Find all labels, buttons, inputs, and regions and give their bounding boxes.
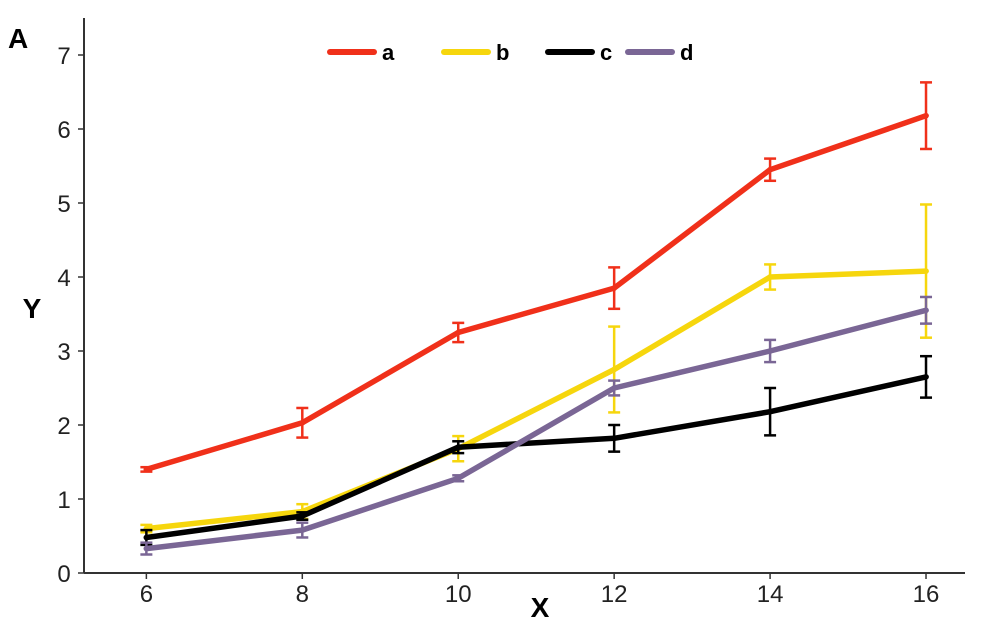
y-tick-label: 2 bbox=[57, 413, 70, 440]
y-axis-title: Y bbox=[23, 293, 42, 324]
data-point-d bbox=[767, 348, 773, 354]
x-tick-label: 8 bbox=[296, 581, 309, 608]
data-point-d bbox=[455, 475, 462, 482]
y-tick-label: 5 bbox=[57, 191, 70, 218]
data-point-d bbox=[143, 545, 150, 552]
data-point-b bbox=[767, 274, 773, 280]
y-tick-label: 4 bbox=[57, 265, 70, 292]
legend: a b c d bbox=[327, 40, 693, 65]
data-point-a bbox=[143, 466, 150, 473]
legend-label-c: c bbox=[600, 40, 612, 65]
x-tick-label: 14 bbox=[757, 581, 784, 608]
data-point-c bbox=[299, 513, 306, 519]
series-line-a bbox=[143, 112, 929, 473]
data-point-b bbox=[923, 268, 929, 274]
series-line-b bbox=[143, 268, 929, 532]
data-point-a bbox=[299, 419, 306, 426]
x-tick-label: 12 bbox=[601, 581, 628, 608]
y-tick-label: 3 bbox=[57, 339, 70, 366]
x-tick-label: 10 bbox=[445, 581, 472, 608]
y-tick-label: 7 bbox=[57, 43, 70, 70]
x-axis-title: X bbox=[531, 592, 550, 623]
series-layer bbox=[140, 81, 933, 556]
x-axis-ticks: 6 8 10 12 14 16 bbox=[140, 573, 940, 608]
data-point-a bbox=[455, 329, 462, 336]
data-point-b bbox=[611, 366, 617, 373]
legend-label-a: a bbox=[382, 40, 395, 65]
legend-item-a: a bbox=[327, 40, 395, 65]
y-tick-label: 1 bbox=[57, 487, 70, 514]
data-point-c bbox=[455, 444, 462, 451]
series-d bbox=[140, 295, 933, 556]
y-tick-label: 0 bbox=[57, 561, 70, 588]
x-tick-label: 6 bbox=[140, 581, 153, 608]
data-point-c bbox=[611, 435, 617, 442]
y-tick-label: 6 bbox=[57, 117, 70, 144]
panel-label: A bbox=[8, 23, 28, 54]
series-line-c bbox=[143, 374, 929, 541]
y-axis-ticks: 0 1 2 3 4 5 6 7 bbox=[57, 43, 84, 588]
series-line-d bbox=[143, 307, 929, 552]
data-point-d bbox=[611, 385, 617, 391]
legend-label-d: d bbox=[680, 40, 693, 65]
axes bbox=[83, 18, 965, 574]
data-point-c bbox=[923, 374, 929, 380]
series-c bbox=[140, 354, 933, 547]
legend-item-c: c bbox=[545, 40, 612, 65]
data-point-c bbox=[143, 534, 150, 541]
data-point-c bbox=[767, 408, 773, 415]
data-point-d bbox=[923, 307, 929, 314]
series-b bbox=[140, 203, 933, 534]
data-point-a bbox=[611, 285, 617, 291]
legend-label-b: b bbox=[496, 40, 509, 65]
series-a bbox=[140, 81, 933, 473]
legend-item-d: d bbox=[625, 40, 693, 65]
data-point-a bbox=[767, 166, 773, 173]
data-point-d bbox=[299, 527, 306, 533]
data-point-a bbox=[923, 112, 929, 119]
x-tick-label: 16 bbox=[913, 581, 940, 608]
legend-item-b: b bbox=[441, 40, 509, 65]
